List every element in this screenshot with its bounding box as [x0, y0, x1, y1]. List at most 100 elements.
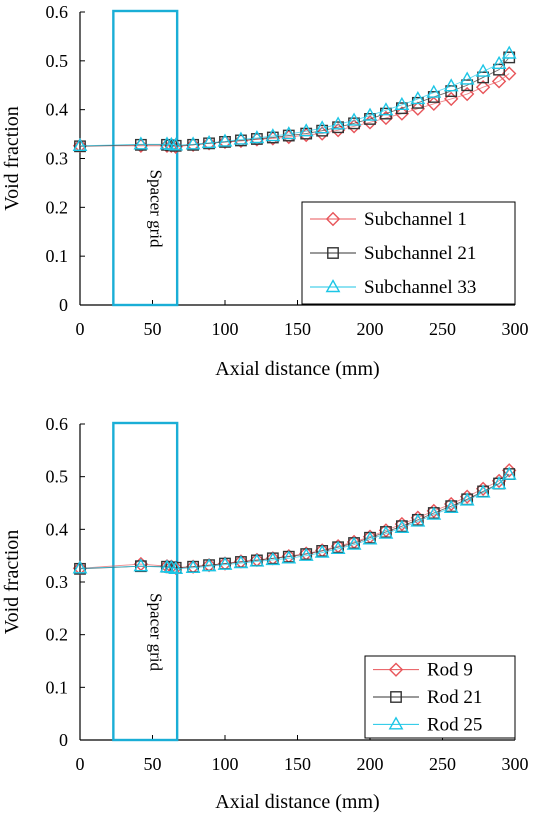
data-point [201, 558, 217, 572]
data-point [475, 484, 491, 498]
legend-marker [390, 691, 402, 703]
legend-label: Subchannel 33 [364, 277, 476, 298]
data-point [281, 126, 297, 140]
x-tick-label: 250 [429, 754, 456, 774]
data-point [394, 96, 410, 110]
data-point [74, 562, 86, 575]
legend: Subchannel 1 Subchannel 21 Subchannel 33 [301, 201, 516, 305]
x-tick-label: 150 [284, 754, 311, 774]
x-axis-label: Axial distance (mm) [215, 358, 379, 380]
x-tick-label: 300 [502, 754, 529, 774]
data-point [330, 540, 346, 555]
data-point [362, 531, 378, 545]
x-axis-label: Axial distance (mm) [215, 791, 379, 813]
data-point [459, 86, 475, 102]
legend-label: Subchannel 21 [364, 243, 476, 264]
y-tick-label: 0.1 [46, 246, 69, 266]
data-point [168, 560, 184, 575]
legend: Rod 9 Rod 21 Rod 25 [364, 655, 516, 739]
data-point [461, 79, 474, 92]
spacer-grid-box [112, 9, 179, 307]
y-tick-label: 0 [59, 730, 68, 750]
data-point [298, 123, 314, 137]
y-axis-label: Void fraction [1, 530, 23, 635]
data-point [233, 131, 249, 145]
x-tick-label: 0 [76, 319, 85, 339]
legend-label: Rod 9 [427, 660, 473, 681]
y-tick-label: 0.5 [46, 467, 69, 487]
data-point [394, 519, 410, 533]
series-line [79, 57, 510, 147]
data-point [163, 559, 179, 573]
data-point [74, 140, 86, 153]
x-tick-label: 50 [144, 319, 162, 339]
legend-label: Subchannel 1 [364, 209, 467, 230]
data-point [426, 84, 442, 98]
data-point [298, 547, 314, 561]
data-point [314, 544, 330, 558]
y-tick-label: 0.3 [46, 149, 69, 169]
x-tick-label: 200 [357, 319, 384, 339]
data-point [378, 110, 394, 126]
data-point [185, 136, 201, 150]
y-tick-label: 0 [59, 295, 68, 315]
x-tick-label: 300 [502, 319, 529, 339]
data-point [491, 74, 507, 89]
data-point [491, 55, 507, 69]
data-point [72, 137, 88, 152]
data-point [459, 492, 475, 506]
legend-label: Rod 25 [427, 714, 482, 735]
y-axis-label: Void fraction [1, 106, 23, 211]
y-tick-label: 0.3 [46, 572, 69, 592]
data-point [501, 466, 517, 480]
y-tick-label: 0.4 [46, 100, 69, 120]
data-point [72, 560, 88, 574]
x-tick-label: 100 [212, 754, 239, 774]
chart-panel-2: 0 0.1 0.2 0.3 0.4 0.5 0.6 0 50 100 150 200 250 300 Axi… [1, 414, 529, 813]
y-tick-label: 0.2 [46, 197, 69, 217]
series-3 [72, 45, 517, 152]
y-tick-label: 0.4 [46, 519, 69, 539]
data-point [410, 90, 426, 105]
data-point [444, 496, 459, 512]
data-point [346, 112, 362, 126]
data-point [426, 503, 441, 519]
data-point [443, 499, 459, 513]
x-tick-label: 150 [284, 319, 311, 339]
data-point [443, 78, 459, 92]
data-point [217, 134, 233, 150]
data-point [265, 551, 281, 566]
data-point [133, 136, 149, 150]
data-point [426, 506, 442, 520]
y-tick-label: 0.6 [46, 2, 69, 22]
data-point [201, 134, 217, 149]
data-point [475, 80, 491, 95]
data-point [217, 133, 233, 147]
data-point [394, 516, 410, 532]
legend-marker [388, 716, 404, 730]
spacer-grid-label: Spacer grid [146, 170, 165, 248]
spacer-grid-box [112, 421, 179, 742]
data-point [410, 510, 426, 525]
data-point [249, 130, 265, 144]
data-point [314, 120, 330, 134]
legend-marker [325, 211, 341, 227]
data-point [493, 63, 505, 76]
y-tick-label: 0.2 [46, 625, 69, 645]
spacer-grid-label: Spacer grid [146, 593, 165, 671]
data-point [410, 101, 426, 116]
data-point [477, 71, 489, 84]
data-point [168, 137, 184, 151]
x-tick-label: 200 [357, 754, 384, 774]
legend-label: Rod 21 [427, 687, 482, 708]
legend-marker [325, 279, 341, 293]
x-tick-label: 250 [429, 319, 456, 339]
data-point [346, 536, 362, 550]
data-point [169, 139, 182, 152]
legend-marker [388, 662, 404, 677]
data-point [394, 106, 410, 121]
legend-marker [327, 247, 339, 259]
data-point [410, 513, 426, 527]
data-point [501, 45, 517, 59]
